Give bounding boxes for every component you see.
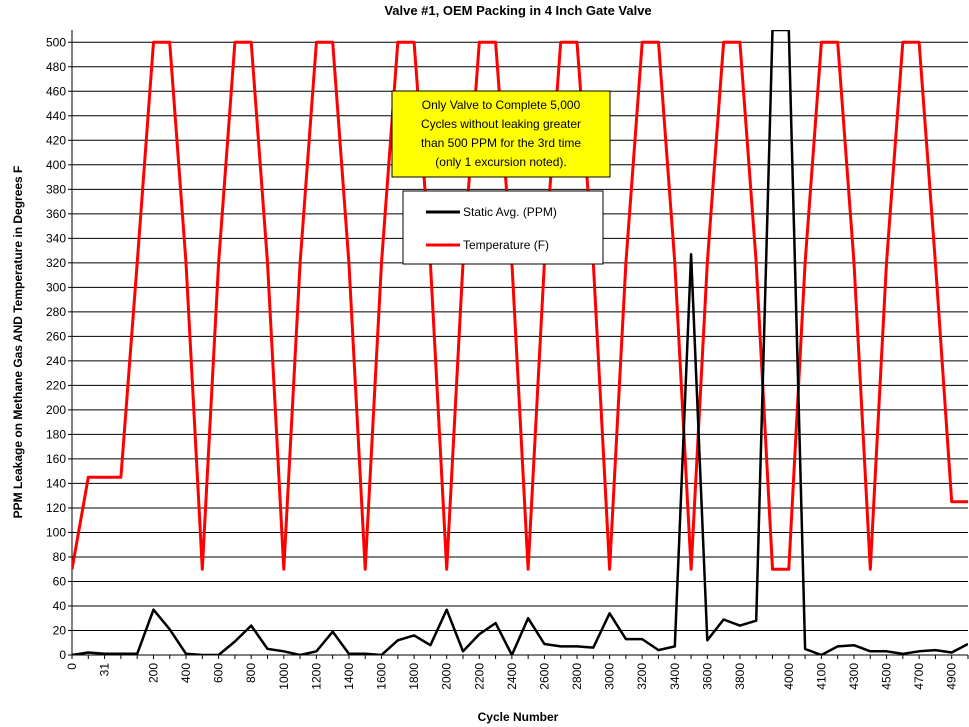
chart-title: Valve #1, OEM Packing in 4 Inch Gate Val… [384,3,651,18]
y-tick-label: 60 [53,574,67,588]
legend: Static Avg. (PPM) Temperature (F) [402,190,604,265]
y-tick-label: 440 [46,109,66,123]
x-tick-label: 3000 [603,663,617,690]
x-axis-title: Cycle Number [478,710,559,724]
y-tick-label: 360 [46,207,66,221]
x-tick-label: 2000 [440,663,454,690]
y-tick-label: 340 [46,231,66,245]
x-tick-label: 0 [65,663,79,670]
y-axis-title: PPM Leakage on Methane Gas AND Temperatu… [11,166,25,519]
x-tick-label: 800 [244,663,258,683]
x-tick-label: 400 [179,663,193,683]
x-tick-label: 4300 [847,663,861,690]
annotation-line-4: (only 1 excursion noted). [435,155,566,169]
annotation-line-2: Cycles without leaking greater [421,117,581,131]
y-tick-label: 260 [46,329,66,343]
y-tick-label: 160 [46,452,66,466]
x-tick-label: 4700 [912,663,926,690]
x-tick-label: 200 [146,663,160,683]
x-tick-label: 1600 [375,663,389,690]
x-tick-label: 2600 [537,663,551,690]
y-tick-label: 0 [59,648,66,662]
x-tick-label: 31 [98,663,112,677]
y-tick-label: 300 [46,280,66,294]
x-tick-label: 4900 [945,663,959,690]
x-tick-label: 3200 [635,663,649,690]
y-tick-label: 500 [46,35,66,49]
x-tick-label: 600 [212,663,226,683]
x-tick-label: 4500 [880,663,894,690]
static-avg-line [72,30,968,655]
temperature-line [72,40,968,571]
y-tick-label: 40 [53,599,67,613]
annotation-background [391,90,611,178]
y-tick-label: 180 [46,427,66,441]
x-tick-label: 1800 [407,663,421,690]
y-tick-label: 140 [46,476,66,490]
y-tick-label: 380 [46,182,66,196]
y-tick-label: 80 [53,550,67,564]
y-tick-label: 320 [46,256,66,270]
legend-label-temperature: Temperature (F) [463,238,549,252]
y-tick-label: 480 [46,60,66,74]
x-tick-label: 1400 [342,663,356,690]
y-tick-label: 400 [46,158,66,172]
y-tick-label: 20 [53,623,67,637]
x-tick-label: 3800 [733,663,747,690]
x-tick-label: 3600 [700,663,714,690]
y-tick-label: 200 [46,403,66,417]
y-tick-label: 240 [46,354,66,368]
y-tick-label: 220 [46,378,66,392]
y-tick-label: 420 [46,133,66,147]
y-tick-label: 460 [46,84,66,98]
x-tick-label: 2200 [472,663,486,690]
y-tick-label: 120 [46,501,66,515]
y-tick-label: 280 [46,305,66,319]
legend-label-static-avg: Static Avg. (PPM) [463,205,557,219]
annotation-line-3: than 500 PPM for the 3rd time [421,136,581,150]
annotation-box: Only Valve to Complete 5,000 Cycles with… [391,90,611,178]
annotation-line-1: Only Valve to Complete 5,000 [422,98,581,112]
x-tick-label: 2800 [570,663,584,690]
x-tick-label: 1200 [309,663,323,690]
x-tick-label: 3400 [668,663,682,690]
x-tick-label: 1000 [277,663,291,690]
legend-box [402,190,604,265]
x-tick-label: 4000 [782,663,796,690]
x-tick-label: 2400 [505,663,519,690]
x-tick-label: 4100 [814,663,828,690]
y-tick-label: 100 [46,525,66,539]
